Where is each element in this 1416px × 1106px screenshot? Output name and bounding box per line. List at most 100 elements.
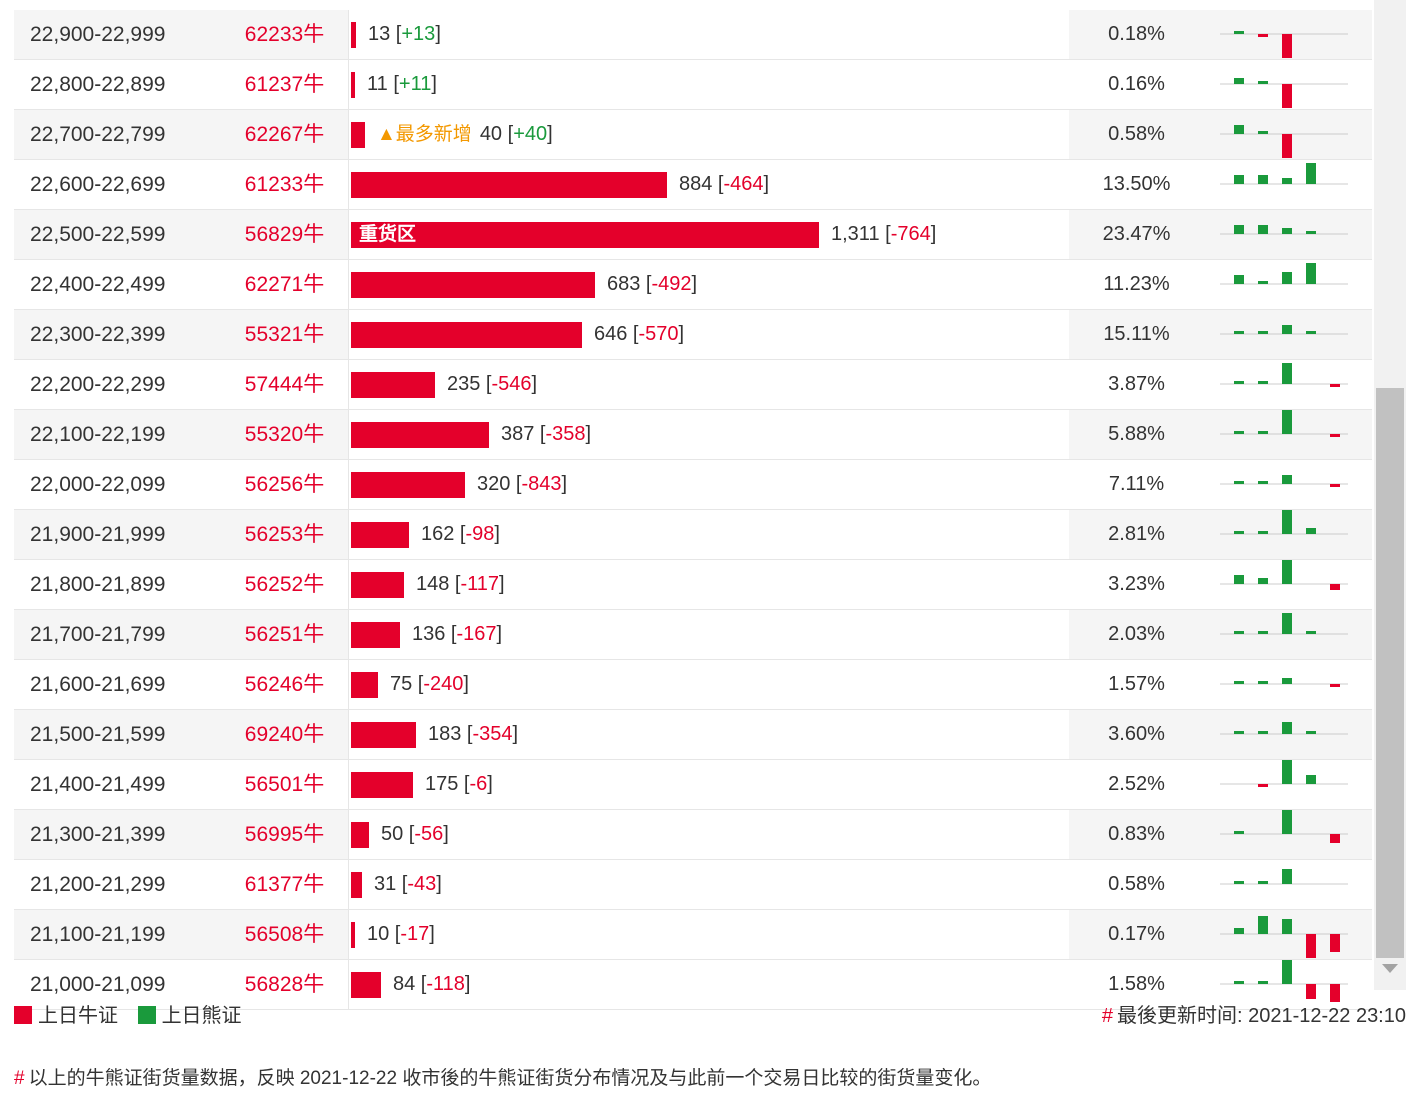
volume-change: -56 [414, 823, 444, 845]
table-row[interactable]: 21,000-21,099 56828牛 84 [-118] 1.58% [14, 960, 1372, 1010]
cbbc-code-link[interactable]: 56253牛 [221, 510, 349, 559]
cbbc-code-link[interactable]: 62271牛 [221, 260, 349, 309]
table-row[interactable]: 21,300-21,399 56995牛 50 [-56] 0.83% [14, 810, 1372, 860]
sparkline-bar [1282, 960, 1292, 984]
sparkline-bar [1306, 163, 1316, 184]
table-row[interactable]: 21,400-21,499 56501牛 175 [-6] 2.52% [14, 760, 1372, 810]
sparkline-bar [1258, 331, 1268, 334]
sparkline-bar [1234, 881, 1244, 884]
cbbc-code-link[interactable]: 61377牛 [221, 860, 349, 909]
cbbc-code-link[interactable]: 56246牛 [221, 660, 349, 709]
sparkline-bar [1330, 434, 1340, 437]
volume-value: 162 [-98] [421, 523, 500, 545]
table-row[interactable]: 22,800-22,899 61237牛 11 [+11] 0.16% [14, 60, 1372, 110]
percentage: 11.23% [1103, 273, 1170, 295]
volume-value: 1,311 [-764] [831, 223, 937, 245]
cbbc-code-link[interactable]: 61237牛 [221, 60, 349, 109]
volume-value: 10 [-17] [367, 923, 435, 945]
sparkline-bar [1282, 760, 1292, 784]
table-row[interactable]: 22,200-22,299 57444牛 235 [-546] 3.87% [14, 360, 1372, 410]
table-row[interactable]: 21,200-21,299 61377牛 31 [-43] 0.58% [14, 860, 1372, 910]
table-row[interactable]: 22,600-22,699 61233牛 884 [-464] 13.50% [14, 160, 1372, 210]
cbbc-code-link[interactable]: 56501牛 [221, 760, 349, 809]
volume-bar-cell: 11 [+11] [349, 60, 1069, 109]
sparkline-bar [1258, 881, 1268, 884]
cbbc-code-link[interactable]: 62233牛 [221, 10, 349, 59]
volume-number: 31 [374, 873, 397, 895]
sparkline-bar [1282, 325, 1292, 334]
sparkline-bar [1234, 831, 1244, 834]
trend-sparkline [1204, 60, 1372, 109]
sparkline-bar [1258, 81, 1268, 84]
volume-value: 31 [-43] [374, 873, 442, 895]
cbbc-code-link[interactable]: 56829牛 [221, 210, 349, 259]
cbbc-code-link[interactable]: 56256牛 [221, 460, 349, 509]
table-row[interactable]: 21,700-21,799 56251牛 136 [-167] 2.03% [14, 610, 1372, 660]
sparkline-bar [1234, 225, 1244, 234]
table-row[interactable]: 22,900-22,999 62233牛 13 [+13] 0.18% [14, 10, 1372, 60]
price-range: 22,700-22,799 [14, 110, 221, 159]
sparkline-bar [1258, 631, 1268, 634]
volume-bar-cell: 646 [-570] [349, 310, 1069, 359]
table-row[interactable]: 21,900-21,999 56253牛 162 [-98] 2.81% [14, 510, 1372, 560]
cbbc-code-link[interactable]: 55320牛 [221, 410, 349, 459]
cbbc-code-link[interactable]: 56508牛 [221, 910, 349, 959]
scroll-down-arrow-icon[interactable] [1382, 964, 1398, 973]
trend-sparkline [1204, 560, 1372, 609]
vertical-scrollbar[interactable] [1374, 0, 1406, 990]
trend-sparkline [1204, 260, 1372, 309]
sparkline-bar [1282, 810, 1292, 834]
trend-sparkline [1204, 810, 1372, 859]
sparkline-svg [1220, 263, 1348, 285]
price-range: 21,200-21,299 [30, 873, 166, 896]
table-row[interactable]: 21,800-21,899 56252牛 148 [-117] 3.23% [14, 560, 1372, 610]
cbbc-code-link[interactable]: 61233牛 [221, 160, 349, 209]
sparkline-bar [1306, 731, 1316, 734]
table-row[interactable]: 22,400-22,499 62271牛 683 [-492] 11.23% [14, 260, 1372, 310]
percentage: 3.87% [1108, 373, 1165, 395]
table-row[interactable]: 22,300-22,399 55321牛 646 [-570] 15.11% [14, 310, 1372, 360]
volume-bar [351, 72, 355, 98]
volume-change: -546 [491, 373, 532, 395]
cbbc-code-link[interactable]: 56995牛 [221, 810, 349, 859]
volume-change: -6 [469, 773, 488, 795]
cbbc-code-link[interactable]: 56252牛 [221, 560, 349, 609]
trend-sparkline [1204, 210, 1372, 259]
cbbc-code-link[interactable]: 69240牛 [221, 710, 349, 759]
trend-sparkline [1204, 660, 1372, 709]
trend-sparkline [1204, 360, 1372, 409]
volume-change: -464 [723, 173, 764, 195]
table-row[interactable]: 22,700-22,799 62267牛 ▲最多新增 40 [+40] 0.58% [14, 110, 1372, 160]
volume-bar [351, 922, 355, 948]
sparkline-bar [1234, 928, 1244, 934]
cbbc-code-link[interactable]: 56828牛 [221, 960, 349, 1009]
sparkline-bar [1330, 984, 1340, 1002]
table-row[interactable]: 21,100-21,199 56508牛 10 [-17] 0.17% [14, 910, 1372, 960]
volume-bar [351, 672, 378, 698]
legend: 上日牛证 上日熊证 [14, 1004, 256, 1028]
table-row[interactable]: 21,500-21,599 69240牛 183 [-354] 3.60% [14, 710, 1372, 760]
sparkline-bar [1282, 869, 1292, 884]
price-range: 22,200-22,299 [30, 373, 166, 396]
cbbc-code-link[interactable]: 55321牛 [221, 310, 349, 359]
sparkline-bar [1258, 981, 1268, 984]
percentage: 7.11% [1108, 473, 1165, 495]
cbbc-code-link[interactable]: 57444牛 [221, 360, 349, 409]
sparkline-bar [1234, 78, 1244, 84]
cbbc-code-link[interactable]: 62267牛 [221, 110, 349, 159]
percentage: 15.11% [1069, 310, 1204, 359]
table-row[interactable]: 21,600-21,699 56246牛 75 [-240] 1.57% [14, 660, 1372, 710]
price-range: 21,300-21,399 [14, 810, 221, 859]
volume-bar [351, 772, 413, 798]
price-range: 21,400-21,499 [30, 773, 166, 796]
table-row[interactable]: 22,100-22,199 55320牛 387 [-358] 5.88% [14, 410, 1372, 460]
volume-bar [351, 972, 381, 998]
scrollbar-thumb[interactable] [1376, 388, 1404, 958]
sparkline-bar [1282, 410, 1292, 434]
sparkline-svg [1220, 613, 1348, 635]
volume-number: 183 [428, 723, 462, 745]
sparkline-svg [1220, 225, 1348, 235]
table-row[interactable]: 22,500-22,599 56829牛 重货区 1,311 [-764] 23.47% [14, 210, 1372, 260]
table-row[interactable]: 22,000-22,099 56256牛 320 [-843] 7.11% [14, 460, 1372, 510]
cbbc-code-link[interactable]: 56251牛 [221, 610, 349, 659]
